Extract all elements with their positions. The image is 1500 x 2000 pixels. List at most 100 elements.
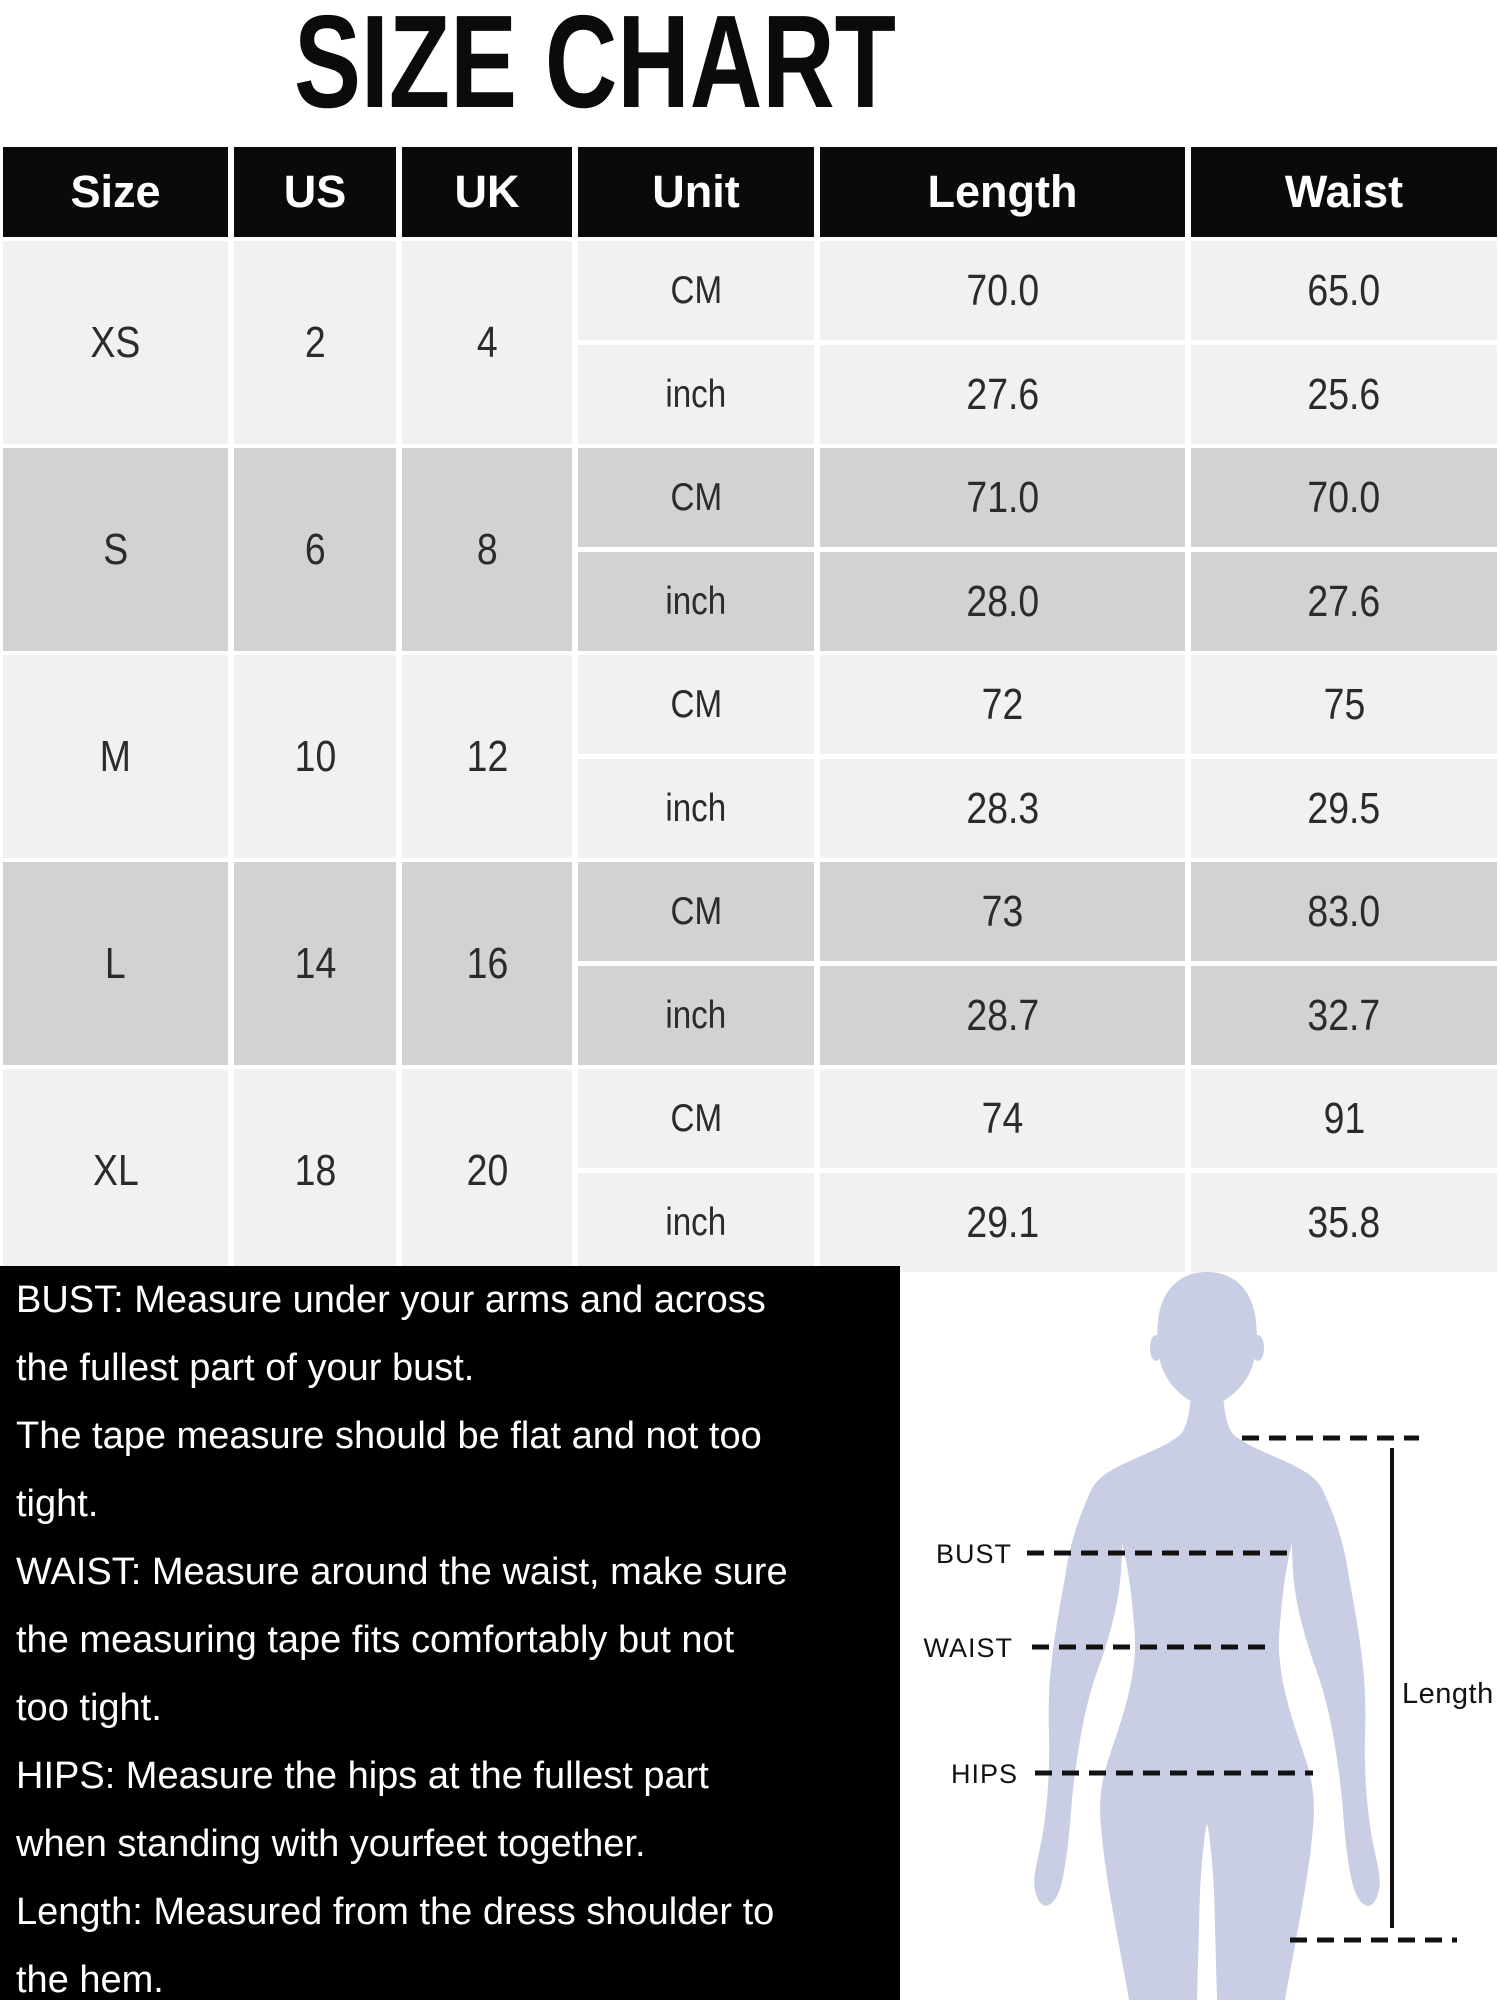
column-header-uk: UK [402, 147, 572, 237]
table-row-m: M 10 12 CM inch 72 28.3 75 29.5 [3, 655, 1497, 858]
note-line: the fullest part of your bust. [16, 1347, 475, 1389]
us-cell: 10 [234, 655, 396, 858]
length-cm-cell: 74 [820, 1069, 1185, 1168]
unit-cm-cell: CM [578, 862, 814, 961]
note-line: the measuring tape fits comfortably but … [16, 1619, 735, 1661]
waist-cells: 91 35.8 [1191, 1069, 1497, 1272]
length-cm-cell: 73 [820, 862, 1185, 961]
table-row-s: S 6 8 CM inch 71.0 28.0 70.0 27.6 [3, 448, 1497, 651]
waist-cells: 65.0 25.6 [1191, 241, 1497, 444]
us-cell: 6 [234, 448, 396, 651]
column-header-waist: Waist [1191, 147, 1497, 237]
silhouette-ear-left [1150, 1335, 1162, 1361]
unit-cells: CM inch [578, 1069, 814, 1272]
unit-cm-cell: CM [578, 241, 814, 340]
silhouette-ear-right [1252, 1335, 1264, 1361]
uk-cell: 8 [402, 448, 572, 651]
waist-cm-cell: 91 [1191, 1069, 1497, 1168]
bust-label: BUST [936, 1539, 1012, 1569]
length-cells: 74 29.1 [820, 1069, 1185, 1272]
length-cells: 71.0 28.0 [820, 448, 1185, 651]
length-cm-cell: 72 [820, 655, 1185, 754]
length-cm-cell: 71.0 [820, 448, 1185, 547]
length-cells: 73 28.7 [820, 862, 1185, 1065]
page-title: SIZE CHART [294, 0, 896, 135]
table-row-xs: XS 2 4 CM inch 70.0 27.6 65.0 25.6 [3, 241, 1497, 444]
column-header-unit: Unit [578, 147, 814, 237]
waist-cells: 70.0 27.6 [1191, 448, 1497, 651]
unit-cells: CM inch [578, 862, 814, 1065]
measurement-diagram: BUST WAIST HIPS Length [900, 1266, 1500, 2000]
unit-inch-cell: inch [578, 552, 814, 651]
length-cm-cell: 70.0 [820, 241, 1185, 340]
waist-inch-cell: 29.5 [1191, 759, 1497, 858]
waist-cm-cell: 83.0 [1191, 862, 1497, 961]
note-line: Length: Measured from the dress shoulder… [16, 1891, 775, 1933]
length-inch-cell: 28.3 [820, 759, 1185, 858]
length-inch-cell: 29.1 [820, 1173, 1185, 1272]
note-line: WAIST: Measure around the waist, make su… [16, 1551, 788, 1593]
note-line: when standing with yourfeet together. [16, 1823, 646, 1865]
note-line: tight. [16, 1483, 99, 1525]
waist-label: WAIST [924, 1633, 1014, 1663]
length-inch-cell: 27.6 [820, 345, 1185, 444]
note-line: HIPS: Measure the hips at the fullest pa… [16, 1755, 709, 1797]
note-line: too tight. [16, 1687, 162, 1729]
size-cell: L [3, 862, 228, 1065]
size-cell: M [3, 655, 228, 858]
length-cells: 70.0 27.6 [820, 241, 1185, 444]
table-row-xl: XL 18 20 CM inch 74 29.1 91 35.8 [3, 1069, 1497, 1272]
size-cell: XL [3, 1069, 228, 1272]
us-cell: 2 [234, 241, 396, 444]
size-cell: S [3, 448, 228, 651]
waist-cells: 83.0 32.7 [1191, 862, 1497, 1065]
table-row-l: L 14 16 CM inch 73 28.7 83.0 32.7 [3, 862, 1497, 1065]
female-silhouette [1034, 1272, 1380, 2000]
size-table: Size US UK Unit Length Waist XS 2 4 CM i… [3, 147, 1497, 1272]
column-header-us: US [234, 147, 396, 237]
unit-cells: CM inch [578, 448, 814, 651]
silhouette-head [1157, 1272, 1257, 1406]
waist-inch-cell: 35.8 [1191, 1173, 1497, 1272]
size-cell: XS [3, 241, 228, 444]
column-header-length: Length [820, 147, 1185, 237]
unit-cm-cell: CM [578, 655, 814, 754]
note-line: BUST: Measure under your arms and across [16, 1279, 766, 1321]
waist-inch-cell: 32.7 [1191, 966, 1497, 1065]
uk-cell: 12 [402, 655, 572, 858]
length-inch-cell: 28.0 [820, 552, 1185, 651]
us-cell: 18 [234, 1069, 396, 1272]
waist-cm-cell: 65.0 [1191, 241, 1497, 340]
waist-cm-cell: 75 [1191, 655, 1497, 754]
waist-cm-cell: 70.0 [1191, 448, 1497, 547]
note-line: the hem. [16, 1959, 164, 2000]
hips-label: HIPS [951, 1759, 1018, 1789]
length-label: Length [1402, 1678, 1494, 1710]
title-wrap: SIZE CHART [0, 0, 1190, 135]
unit-inch-cell: inch [578, 759, 814, 858]
waist-cells: 75 29.5 [1191, 655, 1497, 858]
unit-cells: CM inch [578, 241, 814, 444]
table-header-row: Size US UK Unit Length Waist [3, 147, 1497, 237]
us-cell: 14 [234, 862, 396, 1065]
waist-inch-cell: 27.6 [1191, 552, 1497, 651]
column-header-size: Size [3, 147, 228, 237]
uk-cell: 4 [402, 241, 572, 444]
unit-inch-cell: inch [578, 966, 814, 1065]
unit-inch-cell: inch [578, 345, 814, 444]
unit-cm-cell: CM [578, 448, 814, 547]
silhouette-body-half-mirror [1207, 1376, 1380, 2000]
silhouette-body-half [1034, 1376, 1207, 2000]
unit-cm-cell: CM [578, 1069, 814, 1168]
body-diagram-svg: BUST WAIST HIPS Length [924, 1272, 1494, 2000]
unit-inch-cell: inch [578, 1173, 814, 1272]
uk-cell: 20 [402, 1069, 572, 1272]
length-inch-cell: 28.7 [820, 966, 1185, 1065]
length-cells: 72 28.3 [820, 655, 1185, 858]
unit-cells: CM inch [578, 655, 814, 858]
uk-cell: 16 [402, 862, 572, 1065]
note-line: The tape measure should be flat and not … [16, 1415, 762, 1457]
measurement-notes: BUST: Measure under your arms and across… [0, 1266, 900, 2000]
waist-inch-cell: 25.6 [1191, 345, 1497, 444]
